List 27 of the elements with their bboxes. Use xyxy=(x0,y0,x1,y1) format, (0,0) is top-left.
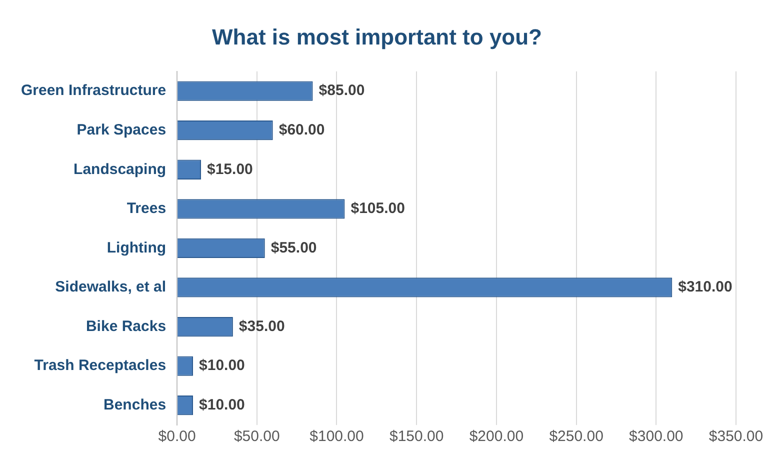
chart-title: What is most important to you? xyxy=(212,24,542,50)
y-tick-label: Trees xyxy=(126,200,166,218)
data-label: $10.00 xyxy=(199,396,245,414)
x-tick-label: $150.00 xyxy=(389,428,444,446)
data-label: $310.00 xyxy=(678,278,732,296)
y-tick-label: Lighting xyxy=(106,239,166,256)
x-tick-label: $200.00 xyxy=(469,428,524,446)
data-label: $35.00 xyxy=(238,318,285,335)
x-tick-label: $50.00 xyxy=(234,428,280,446)
y-tick-label: Sidewalks, et al xyxy=(55,278,166,296)
y-tick-label: Green Infrastructure xyxy=(20,82,166,100)
x-tick-label: $300.00 xyxy=(629,428,684,446)
data-label: $105.00 xyxy=(350,200,405,218)
y-tick-label: Bike Racks xyxy=(86,318,166,335)
data-label: $10.00 xyxy=(199,357,245,374)
y-tick-label: Trash Receptacles xyxy=(34,357,166,374)
x-tick-label: $250.00 xyxy=(549,428,604,446)
data-label: $15.00 xyxy=(206,160,253,178)
data-label: $55.00 xyxy=(270,239,317,256)
x-tick-label: $100.00 xyxy=(310,428,364,446)
x-tick-label: $0.00 xyxy=(158,428,196,446)
data-label: $85.00 xyxy=(318,82,365,100)
y-tick-label: Park Spaces xyxy=(76,121,166,138)
data-label: $60.00 xyxy=(278,121,325,138)
y-tick-label: Landscaping xyxy=(74,160,166,178)
x-tick-label: $350.00 xyxy=(708,428,764,446)
y-tick-label: Benches xyxy=(104,396,166,414)
